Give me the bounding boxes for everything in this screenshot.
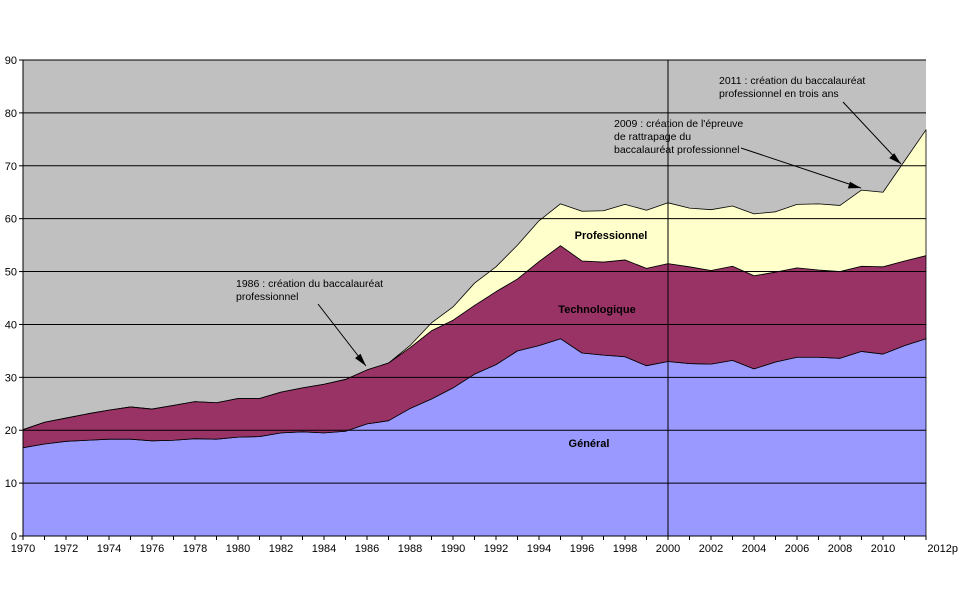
- annotation-2009: 2009 : création de l'épreuve de rattrapa…: [614, 118, 862, 189]
- annotation-2011-arrow: [842, 101, 902, 165]
- x-tick-label: 1996: [570, 543, 594, 555]
- x-tick-label: 1982: [269, 543, 293, 555]
- y-tick-label: 30: [5, 372, 17, 384]
- x-tick-label: 1994: [527, 543, 551, 555]
- annotation-2011-arrowhead: [889, 153, 901, 164]
- y-tick-label: 0: [11, 531, 17, 543]
- x-tick-label: 1976: [140, 543, 164, 555]
- x-tick-label: 1998: [613, 543, 637, 555]
- annotation-1986-arrowhead: [355, 353, 366, 366]
- x-tick-label: 2008: [828, 543, 852, 555]
- annotation-1986-line-1: 1986 : création du baccalauréat: [236, 278, 383, 290]
- y-tick-label: 40: [5, 319, 17, 331]
- x-tick-label: 2012p: [927, 543, 958, 555]
- annotation-1986-arrow: [317, 303, 367, 367]
- x-tick-label: 1990: [441, 543, 465, 555]
- annotation-1986-line-2: professionnel: [236, 291, 298, 303]
- x-tick-label: 1980: [226, 543, 250, 555]
- annotation-1986: 1986 : création du baccalauréat professi…: [236, 278, 383, 367]
- y-tick-label: 60: [5, 214, 17, 226]
- x-tick-label: 2004: [742, 543, 766, 555]
- series-label-general: Général: [569, 438, 610, 450]
- annotation-2009-arrowhead: [847, 181, 861, 189]
- x-tick-labels: 1970 1972 1974 1976 1978 1980 1982 1984 1986 1988…: [11, 543, 958, 555]
- gridlines: [23, 59, 926, 484]
- annotation-2011-line-2: professionnel en trois ans: [719, 88, 839, 100]
- y-tick-labels: 0 10 20 30 40 50 60 70 80 90: [5, 55, 17, 543]
- annotation-2009-line-3: baccalauréat professionnel: [614, 144, 740, 156]
- x-tick-label: 1988: [398, 543, 422, 555]
- annotation-2009-arrow: [740, 147, 862, 189]
- x-tick-label: 1972: [54, 543, 78, 555]
- area-series-professionnel: [22, 129, 927, 431]
- y-tick-label: 10: [5, 478, 17, 490]
- annotation-2009-line-1: 2009 : création de l'épreuve: [614, 118, 743, 130]
- x-tick-label: 1970: [11, 543, 35, 555]
- y-tick-label: 90: [5, 55, 17, 67]
- x-tick-label: 1984: [312, 543, 336, 555]
- annotation-2011-line-1: 2011 : création du baccalauréat: [719, 75, 865, 87]
- x-tick-label: 1986: [355, 543, 379, 555]
- annotation-2011: 2011 : création du baccalauréat professi…: [719, 75, 902, 165]
- y-tick-label: 50: [5, 267, 17, 279]
- x-tick-label: 2002: [699, 543, 723, 555]
- annotation-2009-line-2: de rattrapage du: [614, 131, 691, 143]
- x-tick-label: 2000: [656, 543, 680, 555]
- series-label-professionnel: Professionnel: [575, 230, 648, 242]
- x-tick-label: 1978: [183, 543, 207, 555]
- x-tick-label: 1992: [484, 543, 508, 555]
- x-tick-label: 2010: [871, 543, 895, 555]
- y-tick-label: 20: [5, 425, 17, 437]
- x-tick-label: 1974: [97, 543, 121, 555]
- y-tick-label: 80: [5, 108, 17, 120]
- x-tick-label: 2006: [785, 543, 809, 555]
- axes: [19, 59, 927, 540]
- series-label-technologique: Technologique: [558, 304, 635, 316]
- y-tick-label: 70: [5, 161, 17, 173]
